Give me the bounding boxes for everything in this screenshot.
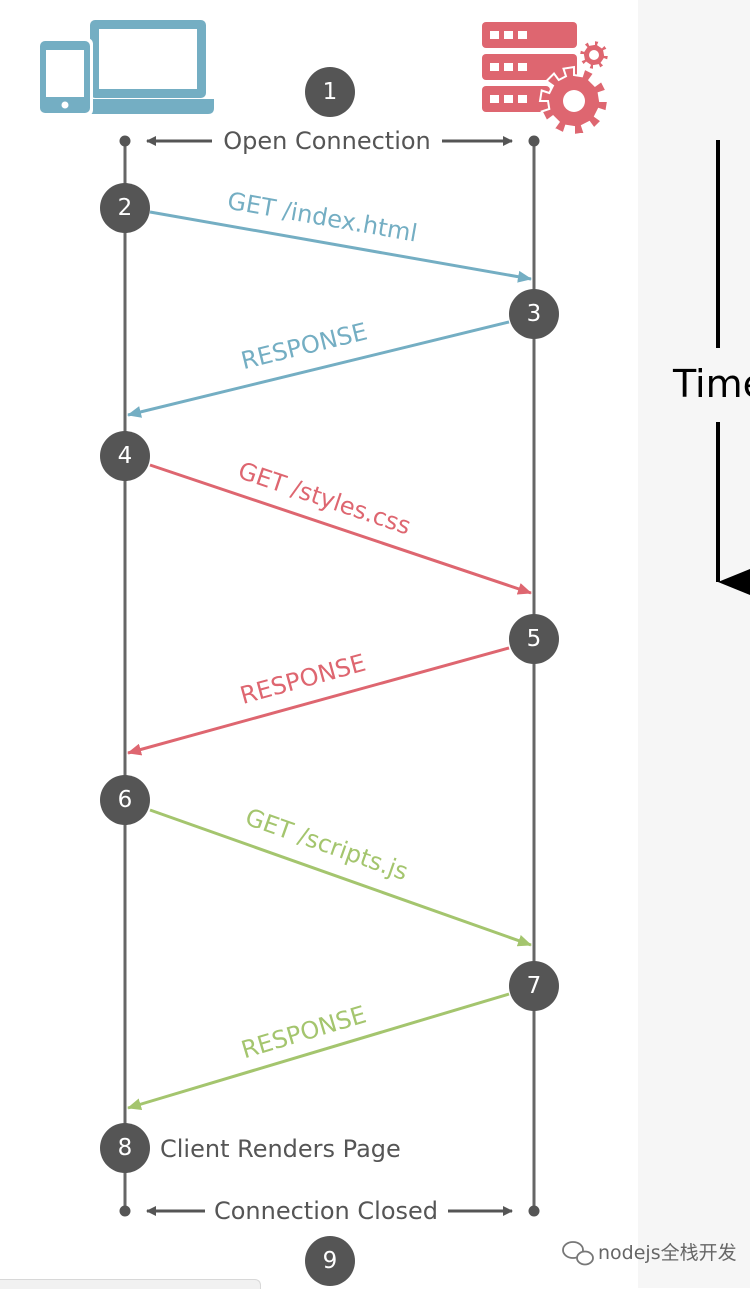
connection-closed-label: Connection Closed (214, 1197, 438, 1225)
client-renders-label: Client Renders Page (160, 1135, 401, 1163)
arrow-get-scripts (149, 808, 532, 947)
client-end-dot (119, 1205, 131, 1217)
client-start-dot (119, 135, 131, 147)
svg-text:9: 9 (323, 1248, 338, 1274)
svg-text:4: 4 (118, 443, 133, 469)
message-label: RESPONSE (237, 649, 369, 710)
svg-text:2: 2 (118, 195, 133, 221)
message-label: RESPONSE (238, 317, 370, 375)
svg-text:8: 8 (118, 1135, 133, 1161)
svg-text:7: 7 (527, 973, 542, 999)
step-marker: 1 (305, 67, 355, 117)
arrow-get-styles (149, 463, 532, 595)
step-marker: 8 (100, 1123, 150, 1173)
arrow-response-scripts (127, 992, 510, 1111)
step-marker: 3 (509, 289, 559, 339)
server-start-dot (528, 135, 540, 147)
server-end-dot (528, 1205, 540, 1217)
step-marker: 4 (100, 431, 150, 481)
svg-text:5: 5 (527, 626, 542, 652)
watermark: nodejs全栈开发 (562, 1241, 737, 1266)
arrow-response-styles (127, 646, 510, 756)
time-label: Time (672, 362, 750, 406)
bottom-strip (0, 1279, 261, 1289)
svg-text:3: 3 (527, 301, 542, 327)
watermark-text: nodejs全栈开发 (598, 1242, 737, 1264)
message-label: GET /index.html (225, 187, 419, 248)
arrow-get-index (149, 210, 532, 283)
server-gears-icon (482, 22, 611, 137)
svg-text:6: 6 (118, 787, 133, 813)
wechat-icon (562, 1241, 594, 1266)
arrow-response-index (127, 320, 510, 418)
step-marker: 6 (100, 775, 150, 825)
message-label: GET /styles.css (235, 456, 415, 540)
open-connection-label: Open Connection (223, 127, 431, 155)
side-panel (638, 0, 750, 1288)
step-marker: 2 (100, 183, 150, 233)
step-marker: 5 (509, 614, 559, 664)
svg-text:1: 1 (323, 79, 338, 105)
step-marker: 9 (305, 1236, 355, 1286)
devices-icon (37, 20, 214, 116)
step-marker: 7 (509, 961, 559, 1011)
